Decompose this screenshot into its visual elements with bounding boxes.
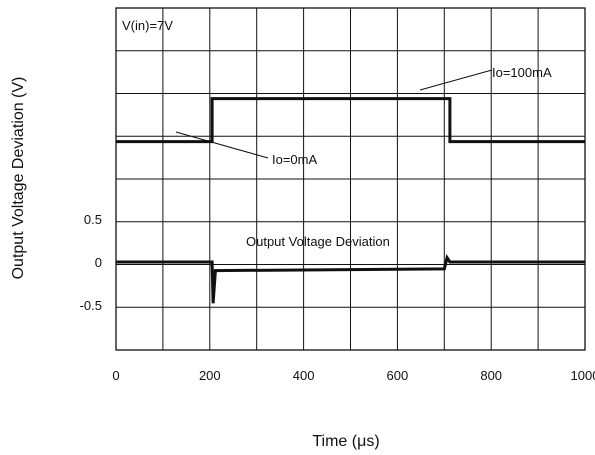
x-tick-label: 400 bbox=[293, 368, 315, 383]
x-tick-label: 600 bbox=[387, 368, 409, 383]
x-tick-label: 200 bbox=[199, 368, 221, 383]
annotation-leaders bbox=[175, 69, 493, 159]
annotation-io-100ma: Io=100mA bbox=[492, 65, 552, 80]
leader-io-100ma bbox=[419, 69, 493, 91]
leader-io-0ma bbox=[175, 131, 269, 159]
x-tick-label: 800 bbox=[480, 368, 502, 383]
y-axis-label: Output Voltage Deviation (V) bbox=[10, 77, 27, 280]
series-layer bbox=[116, 97, 585, 304]
annotation-io-0ma: Io=0mA bbox=[272, 152, 317, 167]
annotations: V(in)=7V Io=100mA Io=0mA Output Voltage … bbox=[122, 18, 552, 249]
series-load-current bbox=[116, 97, 585, 144]
x-axis-label: Time (μs) bbox=[312, 433, 379, 450]
y-tick-labels: 0.5 0 -0.5 bbox=[80, 212, 102, 313]
annotation-output-deviation: Output Voltage Deviation bbox=[246, 234, 390, 249]
plot-frame bbox=[115, 7, 586, 351]
grid bbox=[116, 8, 585, 350]
x-tick-label: 0 bbox=[112, 368, 119, 383]
series-output-voltage-deviation bbox=[116, 253, 585, 304]
y-tick-label: 0.5 bbox=[84, 212, 102, 227]
annotation-vin: V(in)=7V bbox=[122, 18, 173, 33]
y-tick-label: -0.5 bbox=[80, 298, 102, 313]
y-tick-label: 0 bbox=[95, 255, 102, 270]
